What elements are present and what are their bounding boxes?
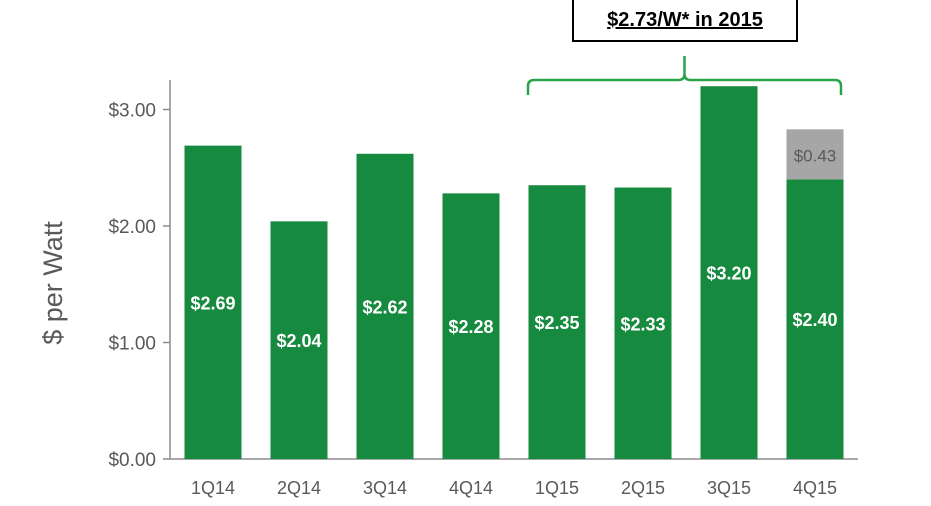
- y-tick-label: $2.00: [108, 217, 156, 238]
- bar: [786, 179, 844, 459]
- x-tick-label: 1Q15: [535, 478, 579, 498]
- bar-value-label: $3.20: [706, 264, 751, 284]
- y-tick-label: $3.00: [108, 101, 156, 122]
- x-tick-label: 3Q15: [707, 478, 751, 498]
- x-tick-label: 4Q15: [793, 478, 837, 498]
- bar-value-label: $2.69: [190, 293, 235, 313]
- bar-value-label: $2.35: [534, 313, 579, 333]
- bracket-line: [526, 56, 843, 95]
- bar: [356, 153, 414, 459]
- x-tick-label: 4Q14: [449, 478, 493, 498]
- bar: [442, 193, 500, 459]
- annotation-bracket: [526, 56, 843, 95]
- y-tick-label: $0.00: [108, 450, 156, 471]
- bar: [184, 145, 242, 460]
- bar-value-label: $2.62: [362, 297, 407, 317]
- bars: $2.69 $2.04 $2.62 $2.28 $2.35 $2.33 $3.20 $2.40…: [184, 86, 844, 460]
- x-tick-label: 2Q15: [621, 478, 665, 498]
- bar-value-label: $2.40: [792, 310, 837, 330]
- bar-value-label: $2.33: [620, 314, 665, 334]
- y-tick-label: $1.00: [108, 334, 156, 355]
- bar: [614, 187, 672, 459]
- x-axis: 1Q14 2Q14 3Q14 4Q14 1Q15 2Q15 3Q15 4Q15: [170, 458, 858, 498]
- y-axis: $0.00 $1.00 $2.00 $3.00: [108, 80, 171, 471]
- bar: [270, 221, 328, 459]
- bar-segment-gray: [786, 129, 844, 180]
- annotation-box: $2.73/W* in 2015: [572, 0, 798, 42]
- x-tick-label: 1Q14: [191, 478, 235, 498]
- bar-value-label: $0.43: [794, 146, 837, 165]
- bar-value-label: $2.04: [276, 331, 321, 351]
- x-tick-label: 2Q14: [277, 478, 321, 498]
- x-tick-label: 3Q14: [363, 478, 407, 498]
- bar: [528, 185, 586, 459]
- annotation-text: $2.73/W* in 2015: [607, 8, 763, 31]
- y-axis-label: $ per Watt: [38, 221, 68, 345]
- bar: [700, 86, 758, 459]
- bar-value-label: $2.28: [448, 317, 493, 337]
